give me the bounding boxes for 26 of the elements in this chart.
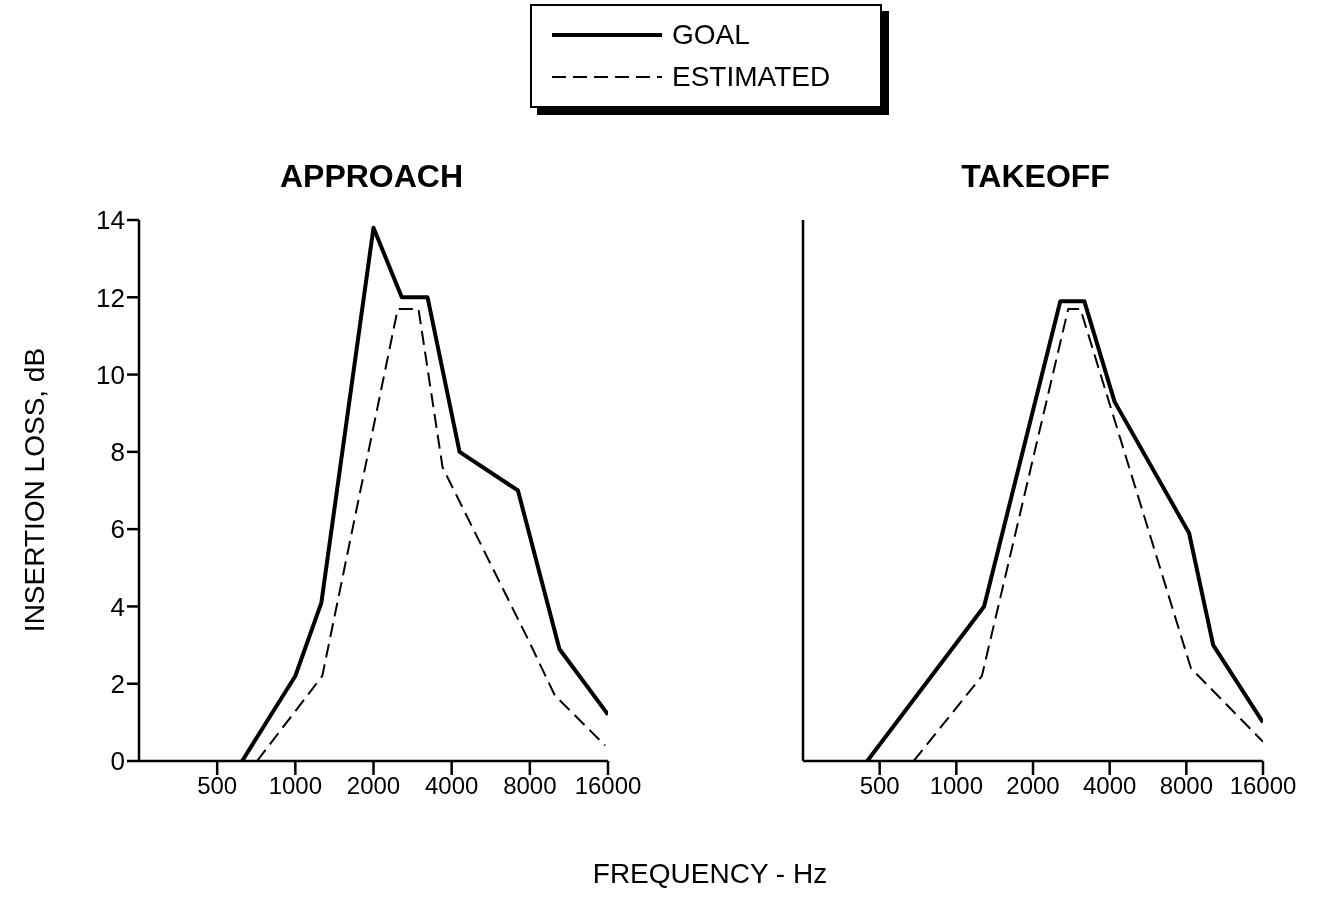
x-tick-label: 2000 xyxy=(346,772,401,800)
x-tick-label: 8000 xyxy=(1159,772,1214,800)
y-tick-label: 10 xyxy=(96,359,125,390)
y-tick-label: 14 xyxy=(96,205,125,236)
x-tick-label: 500 xyxy=(197,772,238,800)
y-tick-label: 12 xyxy=(96,282,125,313)
x-tick-label: 4000 xyxy=(424,772,479,800)
x-axis-title: FREQUENCY - Hz xyxy=(591,858,829,890)
x-tick-label: 1000 xyxy=(929,772,984,800)
x-tick-label: 16000 xyxy=(1229,772,1297,800)
y-tick-label: 6 xyxy=(110,514,125,545)
y-axis-title: INSERTION LOSS, dB xyxy=(19,347,51,633)
x-tick-label: 16000 xyxy=(574,772,642,800)
y-tick-label: 4 xyxy=(110,591,125,622)
x-tick-label: 4000 xyxy=(1082,772,1137,800)
legend-label: GOAL xyxy=(672,19,750,51)
y-tick-label: 2 xyxy=(110,668,125,699)
chart-title: APPROACH xyxy=(278,158,465,195)
y-tick-label: 8 xyxy=(110,437,125,468)
chart-title: TAKEOFF xyxy=(960,158,1111,195)
x-tick-label: 8000 xyxy=(503,772,557,800)
legend-label: ESTIMATED xyxy=(672,61,831,93)
y-tick-label: 0 xyxy=(110,746,125,777)
x-tick-label: 1000 xyxy=(268,772,323,800)
x-tick-label: 2000 xyxy=(1006,772,1060,800)
x-tick-label: 500 xyxy=(859,772,900,800)
